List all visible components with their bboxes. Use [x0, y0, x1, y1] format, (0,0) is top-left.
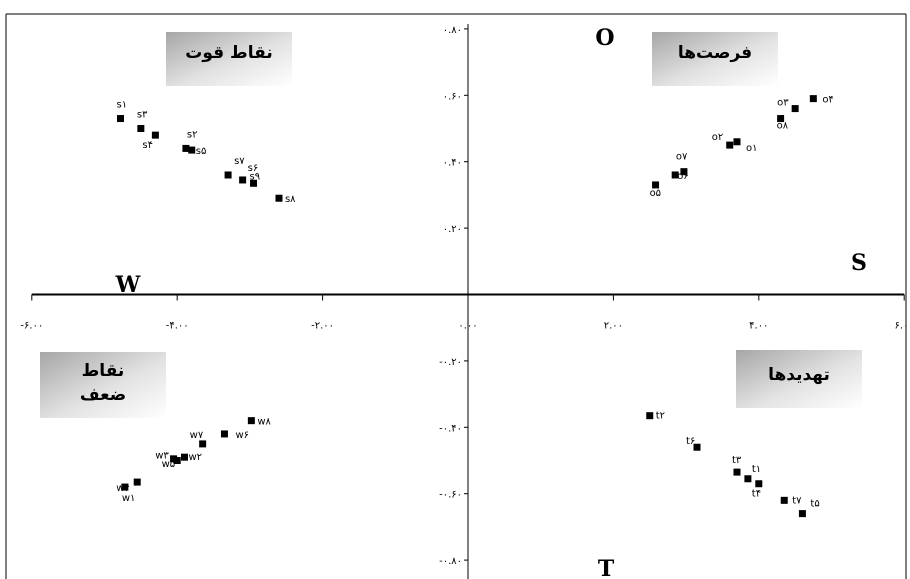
axes: -۶.۰۰ -۴.۰۰ -۲.۰۰ ۰.۰۰ ۲.۰۰ ۴.۰۰ ۶.۰۰ ۰.۸۰ ۰.۶۰ ۰… [20, 24, 910, 579]
axis-letter-top: O [595, 25, 614, 51]
quadrant-label-threats-text: تهدیدها [768, 365, 830, 385]
data-point-label: o۵ [650, 188, 662, 199]
data-point-label: w۱ [122, 493, 136, 504]
data-point-w۷ [199, 440, 207, 448]
data-point-o۷ [680, 168, 688, 176]
y-tick-label: -۰.۲۰ [439, 357, 462, 368]
data-point-label: t۴ [752, 489, 761, 500]
data-point-t۷ [780, 496, 788, 504]
data-point-s۱ [116, 115, 124, 123]
data-point-label: w۷ [190, 430, 204, 441]
data-point-label: o۴ [822, 95, 834, 106]
y-tick-label: -۰.۶۰ [439, 490, 462, 501]
data-point-label: t۳ [732, 455, 742, 466]
quadrant-label-opportunities-text: فرصت‌ها [678, 43, 752, 63]
x-tick-label: ۲.۰۰ [604, 321, 623, 332]
data-point-label: s۷ [234, 156, 245, 167]
data-point-t۲ [646, 412, 654, 420]
data-point-o۸ [777, 115, 785, 123]
data-point-t۵ [798, 510, 806, 518]
data-point-label: t۶ [686, 436, 695, 447]
data-point-w۲ [180, 453, 188, 461]
x-tick-label: ۶.۰۰ [895, 321, 910, 332]
axis-letter-bottom: T [598, 556, 615, 579]
data-point-o۳ [791, 105, 799, 113]
x-tick-label: -۶.۰۰ [20, 321, 43, 332]
data-point-label: o۱ [746, 143, 758, 154]
data-point-o۵ [652, 181, 660, 189]
data-point-s۶ [239, 176, 247, 184]
data-point-label: o۶ [677, 171, 689, 182]
data-point-o۴ [809, 95, 817, 103]
data-point-s۸ [275, 194, 283, 202]
data-point-label: s۱ [116, 100, 127, 111]
data-point-label: t۷ [792, 495, 802, 506]
quadrant-label-strengths-text: نقاط قوت [185, 43, 272, 63]
quadrant-label-weaknesses: نقاط ضعف [40, 352, 166, 418]
x-tick-label: ۴.۰۰ [749, 321, 768, 332]
y-tick-label: ۰.۴۰ [443, 158, 462, 169]
data-point-label: o۲ [712, 132, 724, 143]
data-point-s۲ [182, 144, 190, 152]
data-point-label: w۳ [155, 451, 169, 462]
data-point-w۸ [247, 417, 255, 425]
quadrant-label-weaknesses-line2: ضعف [80, 385, 126, 405]
data-point-w۶ [220, 430, 228, 438]
y-tick-label: ۰.۲۰ [443, 224, 462, 235]
data-point-label: w۲ [188, 452, 202, 463]
quadrant-label-strengths: نقاط قوت [166, 32, 292, 86]
y-tick-label: ۰.۶۰ [443, 91, 462, 102]
data-point-label: s۵ [196, 146, 207, 157]
data-point-label: s۴ [142, 140, 153, 151]
axis-letter-right: S [851, 250, 867, 276]
data-point-label: w۶ [235, 430, 249, 441]
data-point-label: t۱ [752, 464, 761, 475]
data-point-label: t۵ [810, 499, 819, 510]
data-point-s۴ [151, 131, 159, 139]
y-tick-label: -۰.۸۰ [439, 556, 462, 567]
data-point-t۱ [744, 475, 752, 483]
data-point-t۳ [733, 468, 741, 476]
data-point-label: s۲ [187, 129, 198, 140]
x-tick-label: ۰.۰۰ [458, 321, 477, 332]
data-point-label: s۸ [285, 194, 296, 205]
data-point-w۵ [170, 455, 178, 463]
data-point-t۶ [693, 443, 701, 451]
data-point-o۱ [733, 138, 741, 146]
data-point-label: t۲ [656, 411, 665, 422]
data-point-t۴ [755, 480, 763, 488]
data-point-o۶ [671, 171, 679, 179]
data-point-label: o۸ [777, 121, 789, 132]
data-point-s۹ [250, 179, 258, 187]
y-tick-label: -۰.۴۰ [439, 423, 462, 434]
data-point-s۷ [224, 171, 232, 179]
data-point-w۱ [121, 483, 129, 491]
data-point-o۲ [726, 141, 734, 149]
axis-letter-left: W [115, 272, 141, 298]
data-point-w۳ [173, 457, 181, 464]
data-point-label: s۳ [137, 110, 148, 121]
x-tick-label: -۲.۰۰ [311, 321, 334, 332]
data-point-label: o۳ [777, 98, 789, 109]
data-point-label: s۶ [248, 163, 259, 174]
data-point-label: s۹ [250, 171, 261, 182]
data-point-label: w۸ [257, 417, 271, 428]
quadrant-label-weaknesses-line1: نقاط [82, 361, 125, 381]
data-point-label: w۵ [162, 459, 176, 470]
y-tick-label: ۰.۸۰ [443, 25, 462, 36]
x-tick-label: -۴.۰۰ [166, 321, 189, 332]
quadrant-label-threats: تهدیدها [736, 350, 862, 408]
data-point-label: o۷ [676, 152, 688, 163]
data-point-s۵ [188, 146, 196, 154]
data-point-w۴ [133, 478, 141, 486]
data-point-s۳ [137, 125, 145, 132]
quadrant-label-opportunities: فرصت‌ها [652, 32, 778, 86]
